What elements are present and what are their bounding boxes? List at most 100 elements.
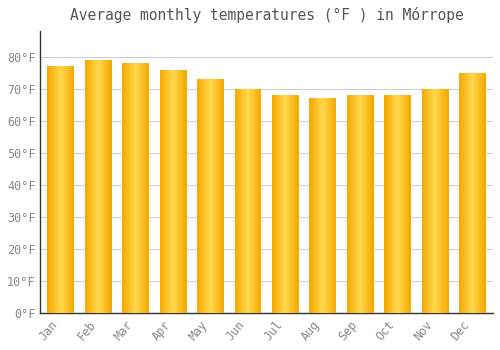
Bar xyxy=(206,79,207,314)
Bar xyxy=(59,66,60,314)
Bar xyxy=(123,63,124,314)
Bar xyxy=(179,70,180,314)
Bar xyxy=(246,89,248,314)
Bar xyxy=(242,89,244,314)
Bar xyxy=(90,60,91,314)
Bar xyxy=(406,95,407,314)
Bar xyxy=(171,70,172,314)
Bar xyxy=(477,73,478,314)
Bar xyxy=(333,98,334,314)
Bar xyxy=(220,79,222,314)
Bar xyxy=(440,89,441,314)
Bar xyxy=(349,95,350,314)
Bar xyxy=(68,66,69,314)
Bar xyxy=(399,95,400,314)
Bar xyxy=(136,63,137,314)
Bar xyxy=(96,60,97,314)
Bar xyxy=(410,95,411,314)
Bar xyxy=(463,73,464,314)
Bar xyxy=(111,60,112,314)
Bar xyxy=(60,66,61,314)
Bar xyxy=(95,60,96,314)
Bar xyxy=(398,95,399,314)
Bar xyxy=(175,70,176,314)
Bar xyxy=(392,95,393,314)
Bar xyxy=(89,60,90,314)
Bar xyxy=(61,66,62,314)
Bar xyxy=(135,63,136,314)
Bar xyxy=(409,95,410,314)
Bar xyxy=(354,95,355,314)
Bar xyxy=(310,98,312,314)
Bar xyxy=(198,79,199,314)
Bar xyxy=(208,79,209,314)
Bar xyxy=(363,95,364,314)
Bar xyxy=(168,70,169,314)
Bar xyxy=(109,60,110,314)
Bar xyxy=(295,95,296,314)
Bar xyxy=(272,95,274,314)
Bar xyxy=(331,98,332,314)
Bar xyxy=(222,79,224,314)
Bar xyxy=(464,73,465,314)
Bar xyxy=(447,89,448,314)
Bar xyxy=(358,95,359,314)
Bar xyxy=(204,79,205,314)
Bar xyxy=(471,73,472,314)
Bar xyxy=(91,60,92,314)
Bar xyxy=(435,89,436,314)
Bar xyxy=(145,63,146,314)
Bar xyxy=(404,95,405,314)
Bar xyxy=(292,95,293,314)
Bar xyxy=(407,95,408,314)
Bar xyxy=(290,95,291,314)
Bar xyxy=(467,73,468,314)
Bar xyxy=(298,95,299,314)
Bar xyxy=(104,60,105,314)
Bar xyxy=(133,63,134,314)
Bar xyxy=(389,95,390,314)
Bar xyxy=(92,60,93,314)
Bar xyxy=(397,95,398,314)
Bar xyxy=(352,95,353,314)
Bar xyxy=(434,89,435,314)
Bar xyxy=(322,98,323,314)
Bar xyxy=(353,95,354,314)
Bar xyxy=(66,66,67,314)
Bar xyxy=(99,60,100,314)
Bar xyxy=(361,95,362,314)
Bar xyxy=(126,63,127,314)
Bar xyxy=(274,95,276,314)
Bar xyxy=(53,66,54,314)
Bar xyxy=(142,63,143,314)
Bar xyxy=(327,98,328,314)
Bar xyxy=(100,60,101,314)
Bar xyxy=(106,60,107,314)
Bar xyxy=(394,95,395,314)
Bar xyxy=(164,70,165,314)
Bar xyxy=(329,98,330,314)
Bar xyxy=(312,98,314,314)
Bar xyxy=(56,66,57,314)
Bar xyxy=(431,89,432,314)
Bar xyxy=(207,79,208,314)
Bar xyxy=(428,89,429,314)
Bar xyxy=(172,70,173,314)
Bar xyxy=(396,95,397,314)
Bar xyxy=(141,63,142,314)
Bar xyxy=(335,98,336,314)
Bar xyxy=(318,98,319,314)
Bar xyxy=(473,73,474,314)
Bar xyxy=(429,89,430,314)
Bar xyxy=(256,89,258,314)
Bar xyxy=(235,89,236,314)
Bar xyxy=(248,89,250,314)
Bar xyxy=(184,70,186,314)
Bar xyxy=(484,73,486,314)
Bar xyxy=(402,95,403,314)
Bar xyxy=(180,70,181,314)
Bar xyxy=(360,95,361,314)
Bar xyxy=(423,89,424,314)
Bar xyxy=(244,89,246,314)
Bar xyxy=(125,63,126,314)
